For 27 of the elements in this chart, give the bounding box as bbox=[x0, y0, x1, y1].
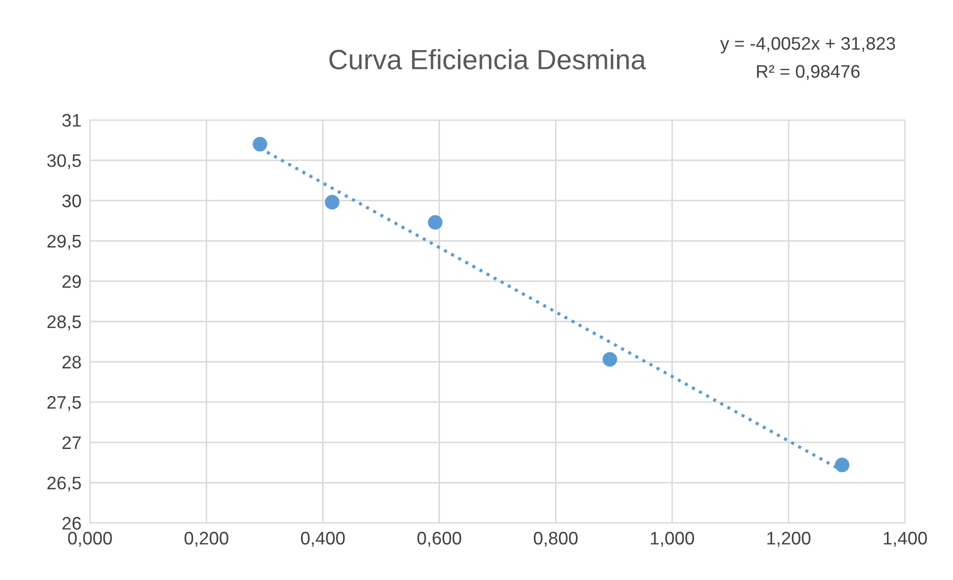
y-tick-label: 29,5 bbox=[47, 234, 81, 250]
x-tick-label: 1,200 bbox=[767, 532, 810, 547]
x-tick-label: 1,000 bbox=[650, 532, 694, 547]
y-tick-label: 27 bbox=[62, 436, 81, 449]
y-tick-label: 28,5 bbox=[47, 315, 81, 330]
point bbox=[252, 136, 268, 152]
x-tick-label: 1,400 bbox=[884, 532, 927, 547]
point bbox=[428, 215, 442, 230]
point bbox=[602, 352, 618, 367]
y-tick-label: 27,5 bbox=[47, 396, 81, 411]
x-tick-label: 0,600 bbox=[417, 532, 462, 547]
x-tick-label: 0,800 bbox=[534, 532, 578, 547]
y-tick-label: 29 bbox=[62, 275, 81, 288]
chart-title: Curva Eficiencia Desmina bbox=[329, 49, 646, 70]
text: y = -4,0052x + 31,823 bbox=[720, 37, 896, 54]
y-tick-label: 28 bbox=[62, 356, 81, 369]
x-tick-label: 0,000 bbox=[68, 532, 112, 547]
text: R² = 0,98476 bbox=[757, 65, 860, 80]
y-tick-label: 30 bbox=[62, 194, 81, 208]
y-tick-label: 26 bbox=[62, 516, 81, 530]
y-tick-label: 26,5 bbox=[47, 476, 81, 492]
x-tick-label: 0,400 bbox=[300, 532, 345, 547]
y-tick-label: 31 bbox=[62, 114, 81, 127]
point bbox=[324, 194, 340, 210]
x-tick-label: 0,200 bbox=[184, 532, 228, 547]
y-tick-label: 30,5 bbox=[47, 154, 81, 170]
point bbox=[834, 458, 850, 472]
